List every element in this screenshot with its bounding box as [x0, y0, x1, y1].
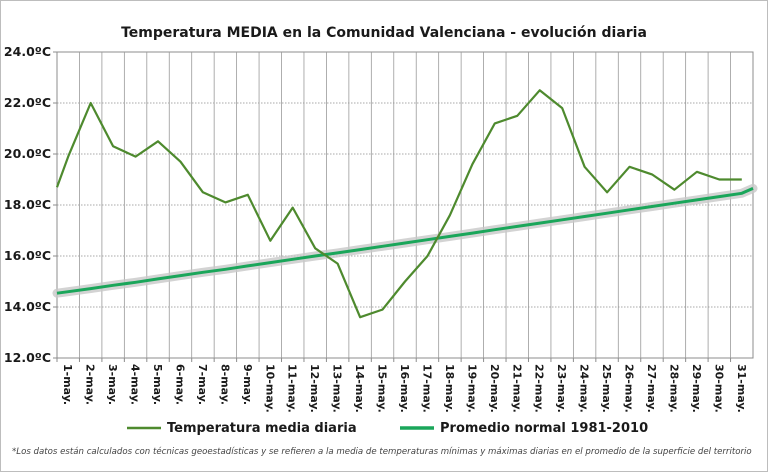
x-tick-label: 25-may.: [600, 364, 613, 413]
x-tick-label: 4-may.: [129, 364, 142, 405]
y-tick-label: 16.0ºC: [4, 248, 51, 263]
series-line-daily-mean: [55, 89, 742, 319]
series-layer: [52, 89, 758, 319]
legend-item-normal: Promedio normal 1981-2010: [400, 421, 648, 436]
x-tick-label: 18-may.: [443, 364, 456, 413]
x-tick-label: 14-may.: [353, 364, 366, 413]
x-tick-label: 31-may.: [735, 364, 748, 413]
y-axis: 12.0ºC 14.0ºC 16.0ºC 18.0ºC 20.0ºC 22.0ºC 24.0…: [4, 44, 57, 365]
x-tick-label: 21-may.: [510, 364, 523, 413]
y-tick-label: 20.0ºC: [4, 146, 51, 161]
legend: Temperatura media diaria Promedio normal …: [127, 421, 648, 436]
x-tick-label: 26-may.: [623, 364, 636, 413]
series-line-normal: [56, 187, 754, 295]
x-tick-label: 2-may.: [84, 364, 97, 405]
x-tick-label: 23-may.: [555, 364, 568, 413]
x-tick-label: 3-may.: [106, 364, 119, 405]
x-tick-label: 19-may.: [465, 364, 478, 413]
x-tick-label: 22-may.: [533, 364, 546, 413]
x-tick-label: 10-may.: [263, 364, 276, 413]
x-tick-label: 29-may.: [690, 364, 703, 413]
x-tick-label: 17-may.: [420, 364, 433, 413]
y-tick-label: 22.0ºC: [4, 95, 51, 110]
x-tick-label: 12-may.: [308, 364, 321, 413]
footnote: *Los datos están calculados con técnicas…: [12, 446, 752, 457]
x-tick-label: 11-may.: [286, 364, 299, 413]
chart-title: Temperatura MEDIA en la Comunidad Valenc…: [121, 25, 647, 41]
x-tick-label: 9-may.: [241, 364, 254, 405]
x-tick-label: 30-may.: [712, 364, 725, 413]
x-tick-label: 6-may.: [173, 364, 186, 405]
x-tick-label: 28-may.: [667, 364, 680, 413]
legend-item-daily-mean: Temperatura media diaria: [127, 421, 357, 436]
x-tick-label: 5-may.: [151, 364, 164, 405]
x-tick-label: 8-may.: [218, 364, 231, 405]
x-tick-label: 20-may.: [488, 364, 501, 413]
x-tick-label: 7-may.: [196, 364, 209, 405]
x-tick-label: 13-may.: [331, 364, 344, 413]
x-tick-label: 16-may.: [398, 364, 411, 413]
y-tick-label: 18.0ºC: [4, 197, 51, 212]
x-tick-label: 15-may.: [376, 364, 389, 413]
y-tick-label: 12.0ºC: [4, 350, 51, 365]
x-axis: 1-may. 2-may. 3-may. 4-may. 5-may. 6-may. 7-ma…: [56, 358, 748, 413]
x-tick-label: 27-may.: [645, 364, 658, 413]
legend-label: Temperatura media diaria: [167, 421, 357, 436]
x-tick-label: 24-may.: [578, 364, 591, 413]
y-tick-label: 24.0ºC: [4, 44, 51, 59]
legend-label: Promedio normal 1981-2010: [440, 421, 648, 436]
y-tick-label: 14.0ºC: [4, 299, 51, 314]
x-tick-label: 1-may.: [61, 364, 74, 405]
